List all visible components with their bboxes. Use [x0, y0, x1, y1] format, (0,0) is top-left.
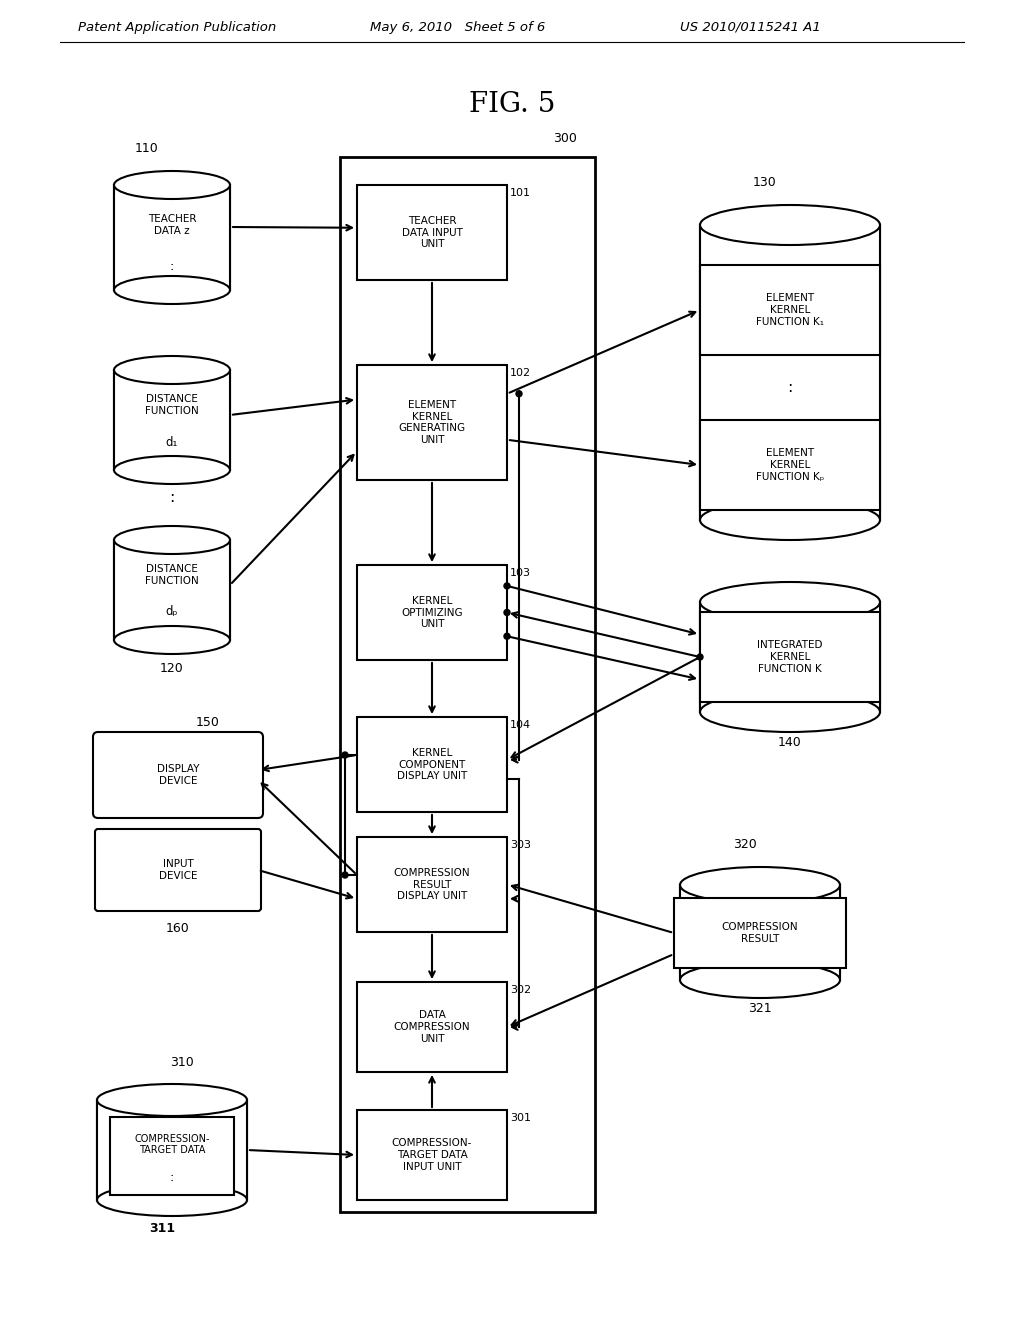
Circle shape: [342, 873, 348, 878]
Circle shape: [504, 583, 510, 589]
Ellipse shape: [114, 276, 230, 304]
Text: 302: 302: [510, 985, 531, 995]
Text: FIG. 5: FIG. 5: [469, 91, 555, 119]
Text: ELEMENT
KERNEL
FUNCTION K₁: ELEMENT KERNEL FUNCTION K₁: [756, 293, 824, 326]
Ellipse shape: [114, 172, 230, 199]
Bar: [110, 1117, 234, 1195]
Bar: [700, 612, 880, 702]
Text: 110: 110: [135, 143, 159, 156]
FancyBboxPatch shape: [95, 829, 261, 911]
Text: :: :: [170, 1171, 174, 1184]
Bar: [357, 1110, 507, 1200]
Bar: [97, 1100, 247, 1200]
Ellipse shape: [700, 500, 880, 540]
Text: KERNEL
COMPONENT
DISPLAY UNIT: KERNEL COMPONENT DISPLAY UNIT: [397, 748, 467, 781]
Text: COMPRESSION
RESULT: COMPRESSION RESULT: [722, 923, 799, 944]
Ellipse shape: [114, 455, 230, 484]
Circle shape: [504, 610, 510, 615]
Text: TEACHER
DATA z: TEACHER DATA z: [147, 214, 197, 236]
Bar: [357, 565, 507, 660]
FancyBboxPatch shape: [93, 733, 263, 818]
Text: COMPRESSION
RESULT
DISPLAY UNIT: COMPRESSION RESULT DISPLAY UNIT: [393, 869, 470, 902]
Bar: [700, 420, 880, 510]
Bar: [674, 898, 846, 968]
Text: INPUT
DEVICE: INPUT DEVICE: [159, 859, 198, 880]
Text: 101: 101: [510, 187, 531, 198]
Ellipse shape: [700, 205, 880, 246]
Ellipse shape: [97, 1184, 247, 1216]
Ellipse shape: [114, 356, 230, 384]
Text: COMPRESSION-
TARGET DATA
INPUT UNIT: COMPRESSION- TARGET DATA INPUT UNIT: [392, 1138, 472, 1172]
Circle shape: [342, 752, 348, 758]
Text: 104: 104: [510, 719, 531, 730]
Text: DISTANCE
FUNCTION: DISTANCE FUNCTION: [145, 564, 199, 586]
Text: KERNEL
OPTIMIZING
UNIT: KERNEL OPTIMIZING UNIT: [401, 595, 463, 630]
Bar: [357, 185, 507, 280]
Bar: [700, 602, 880, 711]
Text: 311: 311: [148, 1221, 175, 1234]
Ellipse shape: [700, 582, 880, 622]
Text: 160: 160: [166, 921, 189, 935]
Bar: [680, 884, 840, 979]
Ellipse shape: [700, 692, 880, 733]
Text: 103: 103: [510, 568, 531, 578]
Text: 310: 310: [170, 1056, 194, 1068]
Text: COMPRESSION-
TARGET DATA: COMPRESSION- TARGET DATA: [134, 1134, 210, 1155]
Text: Patent Application Publication: Patent Application Publication: [78, 21, 276, 33]
Circle shape: [504, 634, 510, 639]
Bar: [700, 224, 880, 520]
Bar: [114, 540, 230, 640]
Text: 320: 320: [733, 838, 757, 851]
Bar: [357, 982, 507, 1072]
Bar: [700, 224, 880, 520]
Text: :: :: [170, 260, 174, 273]
Bar: [340, 157, 595, 1212]
Text: ELEMENT
KERNEL
FUNCTION Kₚ: ELEMENT KERNEL FUNCTION Kₚ: [756, 449, 824, 482]
Bar: [357, 837, 507, 932]
Ellipse shape: [680, 962, 840, 998]
Text: TEACHER
DATA INPUT
UNIT: TEACHER DATA INPUT UNIT: [401, 216, 463, 249]
Bar: [114, 370, 230, 470]
Text: 300: 300: [553, 132, 577, 145]
Circle shape: [697, 653, 703, 660]
Text: 303: 303: [510, 840, 531, 850]
Text: ELEMENT
KERNEL
GENERATING
UNIT: ELEMENT KERNEL GENERATING UNIT: [398, 400, 466, 445]
Ellipse shape: [97, 1084, 247, 1115]
Bar: [680, 884, 840, 979]
Bar: [357, 366, 507, 480]
Text: 321: 321: [749, 1002, 772, 1015]
Text: 120: 120: [160, 661, 184, 675]
Bar: [700, 265, 880, 355]
Text: DISTANCE
FUNCTION: DISTANCE FUNCTION: [145, 395, 199, 416]
Text: 301: 301: [510, 1113, 531, 1123]
Bar: [114, 185, 230, 290]
Text: 140: 140: [778, 735, 802, 748]
Ellipse shape: [680, 867, 840, 903]
Bar: [114, 540, 230, 640]
Text: :: :: [169, 491, 175, 506]
Bar: [700, 602, 880, 711]
Circle shape: [516, 391, 522, 397]
Ellipse shape: [114, 525, 230, 554]
Text: dₚ: dₚ: [166, 606, 178, 619]
Text: d₁: d₁: [166, 436, 178, 449]
Text: US 2010/0115241 A1: US 2010/0115241 A1: [680, 21, 821, 33]
Text: :: :: [787, 380, 793, 395]
Bar: [114, 370, 230, 470]
Bar: [357, 717, 507, 812]
Text: May 6, 2010   Sheet 5 of 6: May 6, 2010 Sheet 5 of 6: [370, 21, 545, 33]
Bar: [97, 1100, 247, 1200]
Text: DISPLAY
DEVICE: DISPLAY DEVICE: [157, 764, 200, 785]
Text: 102: 102: [510, 368, 531, 378]
Bar: [114, 185, 230, 290]
Text: INTEGRATED
KERNEL
FUNCTION K: INTEGRATED KERNEL FUNCTION K: [758, 640, 822, 673]
Text: DATA
COMPRESSION
UNIT: DATA COMPRESSION UNIT: [393, 1010, 470, 1044]
Text: 150: 150: [196, 715, 220, 729]
Text: 130: 130: [753, 177, 777, 190]
Ellipse shape: [114, 626, 230, 653]
